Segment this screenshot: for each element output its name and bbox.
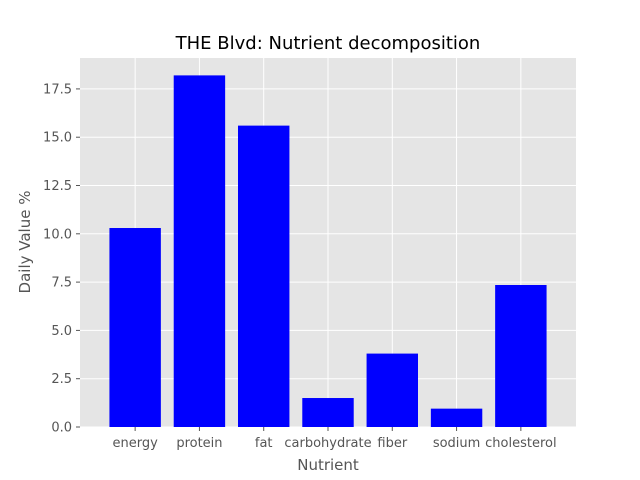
bar-sodium xyxy=(430,408,483,427)
y-tick-label: 17.5 xyxy=(43,82,72,97)
x-tick-label-protein: protein xyxy=(176,436,222,451)
x-axis-label: Nutrient xyxy=(297,456,359,474)
x-tick-label-fat: fat xyxy=(255,436,273,451)
x-tick-label-cholesterol: cholesterol xyxy=(485,436,556,451)
y-tick-labels: 0.0 2.5 5.0 7.5 10.0 12.5 15.0 17.5 xyxy=(43,82,80,436)
y-tick-label: 5.0 xyxy=(51,324,72,339)
x-tick-label-sodium: sodium xyxy=(433,436,481,451)
chart-title: THE Blvd: Nutrient decomposition xyxy=(175,33,481,54)
y-tick-label: 0.0 xyxy=(51,421,72,436)
bar-fat xyxy=(238,125,290,427)
bar-energy xyxy=(109,228,161,427)
y-tick-label: 10.0 xyxy=(43,227,72,242)
bar-carbohydrate xyxy=(302,398,354,427)
bar-cholesterol xyxy=(495,285,547,427)
bar-fiber xyxy=(366,353,418,427)
y-tick-label: 12.5 xyxy=(43,179,72,194)
x-tick-label-fiber: fiber xyxy=(377,436,407,451)
y-tick-label: 15.0 xyxy=(43,131,72,146)
x-tick-label-carbohydrate: carbohydrate xyxy=(284,436,371,451)
x-tick-label-energy: energy xyxy=(112,436,158,451)
bar-protein xyxy=(173,75,226,427)
y-tick-label: 2.5 xyxy=(51,372,72,387)
y-tick-label: 7.5 xyxy=(51,276,72,291)
bar-group xyxy=(109,75,547,427)
y-axis-label: Daily Value % xyxy=(16,191,34,294)
x-tick-labels: energy protein fat carbohydrate fiber sodium c… xyxy=(112,427,557,451)
